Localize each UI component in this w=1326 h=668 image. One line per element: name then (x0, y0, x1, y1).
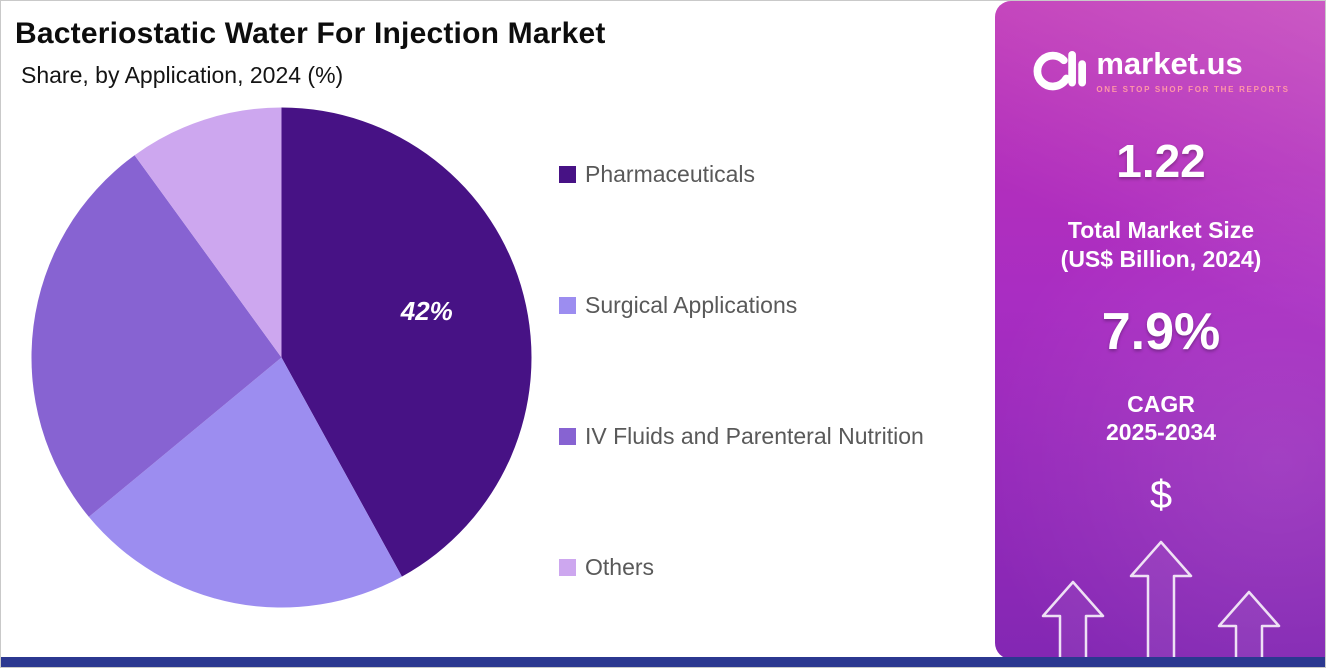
legend-item-pharmaceuticals: Pharmaceuticals (559, 161, 924, 188)
legend-swatch (559, 297, 576, 314)
legend-label: Surgical Applications (585, 292, 798, 318)
cagr-value: 7.9% (1101, 302, 1221, 361)
legend-swatch (559, 559, 576, 576)
dollar-sign-icon: $ (1149, 473, 1173, 517)
pie-slice-pharmaceuticals (281, 107, 532, 577)
pie-chart-svg: 42% (31, 107, 532, 608)
brand-tagline: ONE STOP SHOP FOR THE REPORTS (1096, 84, 1290, 94)
legend-swatch (559, 166, 576, 183)
pie-value-label: 42% (400, 296, 453, 326)
brand-name: market.us (1096, 45, 1243, 81)
page-subtitle: Share, by Application, 2024 (%) (21, 62, 344, 88)
chart-panel: Bacteriostatic Water For Injection Marke… (1, 1, 993, 659)
legend-item-others: Others (559, 554, 924, 581)
cagr-label-line2: 2025-2034 (1106, 419, 1216, 446)
pie-slice-others (134, 107, 282, 358)
legend-item-surgical-applications: Surgical Applications (559, 292, 924, 319)
legend-label: Others (585, 554, 655, 580)
cagr-label-line1: CAGR (1127, 390, 1195, 417)
market-size-label: Total Market Size (US$ Billion, 2024) (995, 216, 1325, 274)
legend-label: IV Fluids and Parenteral Nutrition (585, 423, 924, 449)
brand-logo: market.us ONE STOP SHOP FOR THE REPORTS (995, 41, 1325, 100)
brand-text-block: market.us ONE STOP SHOP FOR THE REPORTS (1096, 48, 1289, 94)
market-us-logo-icon (1032, 41, 1087, 100)
pie-slice-surgical-applications (88, 357, 402, 608)
bottom-accent-bar (1, 657, 1325, 667)
legend-item-iv-fluids-and-parenteral-nutrition: IV Fluids and Parenteral Nutrition (559, 423, 924, 450)
pie-slice-iv-fluids-and-parenteral-nutrition (31, 155, 282, 517)
market-size-label-line1: Total Market Size (1067, 217, 1255, 243)
market-size-value: 1.22 (1116, 135, 1206, 187)
chart-legend: Pharmaceuticals Surgical Applications IV F… (559, 161, 924, 581)
sidebar: market.us ONE STOP SHOP FOR THE REPORTS … (995, 1, 1325, 659)
market-size-label-line2: (US$ Billion, 2024) (1060, 245, 1262, 272)
pie-chart: 42% (29, 105, 534, 610)
legend-swatch (559, 428, 576, 445)
legend-label: Pharmaceuticals (585, 161, 756, 187)
page-title: Bacteriostatic Water For Injection Marke… (15, 17, 606, 50)
growth-arrows-icon (1041, 540, 1281, 659)
cagr-label: CAGR 2025-2034 (995, 390, 1325, 448)
